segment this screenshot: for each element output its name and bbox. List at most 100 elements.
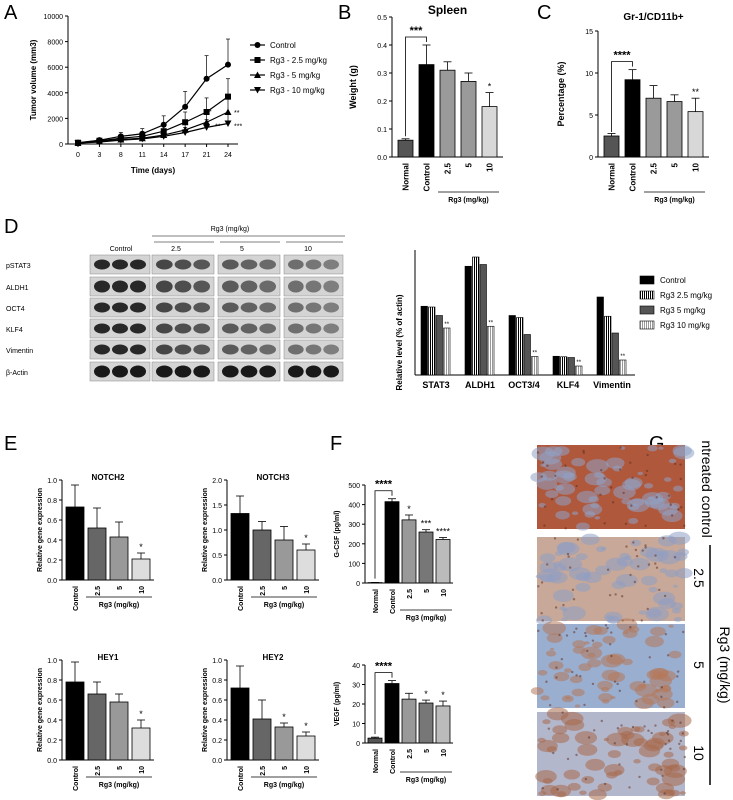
ihc-stain <box>646 777 660 786</box>
ihc-cell <box>546 464 549 468</box>
bar <box>420 305 428 376</box>
ihc-cell <box>546 563 549 566</box>
chart-title: Gr-1/CD11b+ <box>623 12 683 23</box>
blot-band <box>240 259 258 270</box>
ihc-stain <box>638 610 647 615</box>
ihc-cell <box>635 699 638 703</box>
category-label: 10 <box>304 766 311 774</box>
y-tick-label: 0.6 <box>47 698 57 705</box>
marker-circle <box>254 42 261 48</box>
marker-triangle-down <box>160 133 168 140</box>
category-label: Control <box>423 163 432 191</box>
ihc-stain <box>645 606 669 622</box>
bar <box>596 296 604 376</box>
blot-band <box>193 365 211 378</box>
blot-band <box>112 280 128 293</box>
ihc-cell <box>673 556 677 559</box>
category-label: 5 <box>117 766 124 770</box>
series-line <box>77 96 229 144</box>
blot-band <box>323 280 339 293</box>
ihc-cell <box>634 548 638 552</box>
chart-title: NOTCH3 <box>257 473 290 482</box>
ihc-stain <box>672 584 679 588</box>
category-label: 10 <box>692 162 701 171</box>
ihc-cell <box>660 695 663 699</box>
ihc-stain <box>645 547 669 562</box>
bar <box>397 139 414 158</box>
ihc-stain <box>648 763 662 772</box>
ihc-cell <box>679 477 682 481</box>
ihc-cell <box>618 689 622 693</box>
bar <box>418 531 434 584</box>
y-tick-label: 500 <box>348 483 360 490</box>
bar <box>523 334 531 376</box>
ihc-label: 10 <box>691 745 707 761</box>
ihc-cell <box>565 634 569 637</box>
blot-band <box>259 323 276 334</box>
category-label: 10 <box>304 586 311 594</box>
ihc-cell <box>614 593 617 596</box>
series-line <box>77 64 229 144</box>
bar <box>464 265 472 376</box>
blot-band <box>222 259 239 270</box>
ihc-stain <box>584 472 607 486</box>
ihc-stain <box>600 654 623 668</box>
ihc-cell <box>566 757 570 761</box>
ihc-cell <box>567 555 570 558</box>
marker-triangle-down <box>203 124 211 131</box>
bar <box>552 355 560 376</box>
ihc-cell <box>643 680 646 684</box>
ihc-stain <box>675 568 693 579</box>
ihc-cell <box>664 742 667 746</box>
significance-mark: ** <box>488 320 493 326</box>
blot-band <box>259 365 276 378</box>
ihc-cell <box>582 451 586 454</box>
ihc-stain <box>591 641 603 648</box>
ihc-stain <box>576 553 588 561</box>
ihc-cell <box>663 594 667 598</box>
blot-band <box>193 323 211 334</box>
ihc-cell <box>676 675 679 678</box>
ihc-cell <box>540 612 543 615</box>
ihc-cell <box>541 619 544 622</box>
blot-group-label: 2.5 <box>171 246 181 253</box>
ihc-label: 2.5 <box>691 568 707 588</box>
ihc-stain <box>634 726 645 733</box>
ihc-cell <box>553 537 557 540</box>
y-tick-label: 0 <box>59 142 63 149</box>
bar <box>87 693 107 761</box>
bar <box>384 501 400 584</box>
legend-label: Control <box>270 41 296 50</box>
bar <box>367 737 383 744</box>
panel-letter-b: B <box>338 2 352 24</box>
blot-band <box>240 365 258 378</box>
blot-row-label: β-Actin <box>6 370 28 377</box>
ihc-stain <box>668 764 681 772</box>
ihc-stain <box>545 650 557 657</box>
bar <box>65 681 85 761</box>
legend-label: Rg3 - 10 mg/kg <box>270 86 325 95</box>
ihc-stain <box>598 693 613 702</box>
ihc-stain <box>542 621 567 636</box>
marker-triangle-down <box>138 135 146 143</box>
ihc-stain <box>569 567 591 581</box>
blot-band <box>305 259 322 270</box>
ihc-cell <box>654 724 657 727</box>
group-label: Rg3 (mg/kg) <box>406 777 446 784</box>
significance-mark: * <box>209 109 212 116</box>
panel-letter-f: F <box>330 433 343 455</box>
blot-band <box>323 259 339 270</box>
bar <box>624 79 641 158</box>
panel-letter-a: A <box>4 2 18 24</box>
y-tick-label: 0.2 <box>47 558 57 565</box>
ihc-stain <box>629 681 647 692</box>
ihc-cell <box>645 469 649 473</box>
blot-band <box>174 344 192 355</box>
y-tick-label: 0.5 <box>377 15 387 22</box>
bar <box>645 97 662 158</box>
significance-mark: ** <box>692 87 700 97</box>
ihc-stain <box>571 688 585 697</box>
blot-row-label: pSTAT3 <box>6 263 31 270</box>
ihc-cell <box>584 631 587 635</box>
significance-bracket <box>611 61 633 132</box>
